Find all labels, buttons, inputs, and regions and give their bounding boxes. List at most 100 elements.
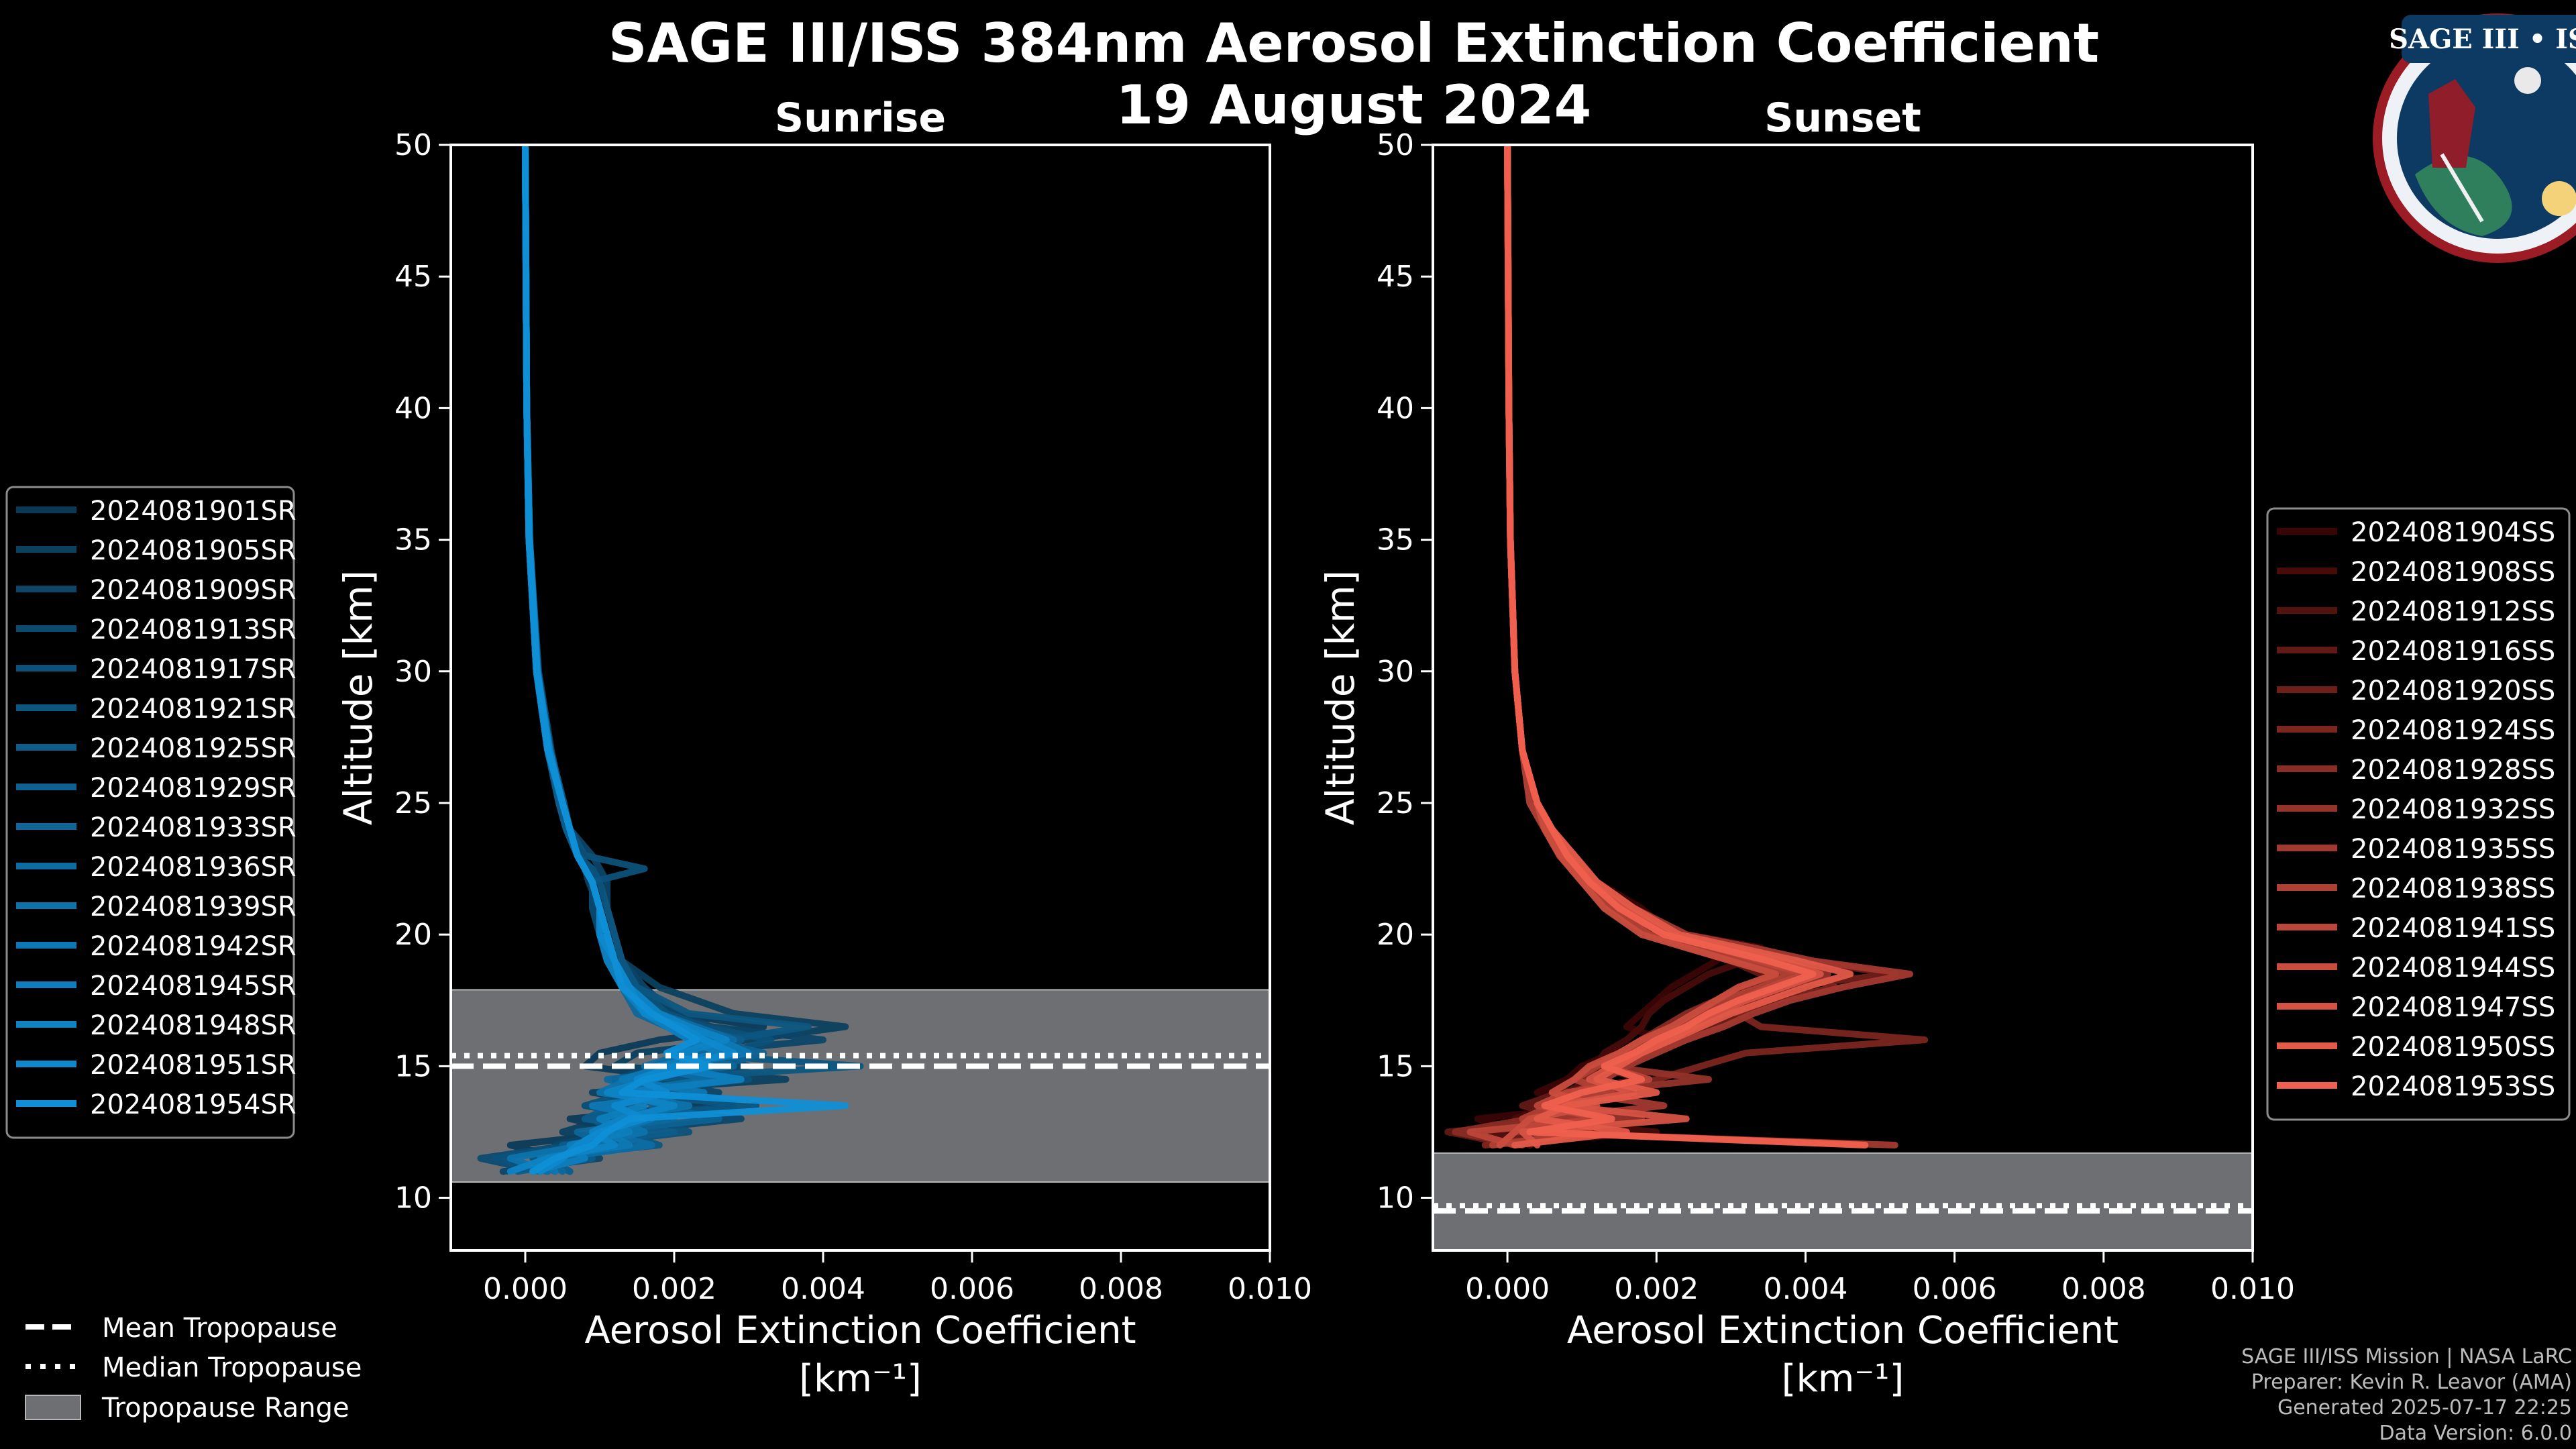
sunrise-legend-entry: 2024081901SR [90, 496, 297, 527]
sunset-x-axis-unit: [km⁻¹] [1782, 1357, 1904, 1401]
sunset-legend-entry: 2024081938SS [2351, 873, 2555, 904]
sunrise-legend-entry: 2024081929SR [90, 773, 297, 804]
sunset-legend-entry: 2024081924SS [2351, 715, 2555, 746]
sunrise-x-tick-label: 0.002 [632, 1272, 716, 1306]
sunset-x-tick-label: 0.004 [1763, 1272, 1847, 1306]
sunrise-axes-frame [449, 144, 1271, 1252]
figure-date: 19 August 2024 [1116, 74, 1592, 136]
astronomer-figure-icon [2428, 79, 2475, 168]
earth-icon [2415, 156, 2512, 236]
mission-logo: SAGE III • ISS [2373, 13, 2576, 263]
sunset-y-tick-label: 35 [1377, 523, 1414, 557]
sunset-legend-entry: 2024081941SS [2351, 913, 2555, 944]
sunset-series-line [1481, 145, 1929, 1148]
sunset-y-tick-label: 25 [1377, 786, 1414, 820]
sunrise-legend-entry: 2024081942SR [90, 931, 297, 962]
telescope-beam-icon [2440, 153, 2484, 223]
sun-icon [2542, 181, 2576, 216]
sunrise-legend-entry: 2024081954SR [90, 1089, 297, 1120]
figure-title: SAGE III/ISS 384nm Aerosol Extinction Co… [608, 12, 2100, 74]
sunrise-series-line [522, 145, 849, 1175]
sunrise-y-tick-label: 50 [394, 128, 432, 162]
sunset-panel-title: Sunset [1764, 95, 1921, 142]
sunset-legend-entry: 2024081935SS [2351, 834, 2555, 865]
credits: SAGE III/ISS Mission | NASA LaRC Prepare… [2241, 1344, 2572, 1446]
sunset-legend-entry: 2024081908SS [2351, 557, 2555, 588]
sunset-y-axis-label: Altitude [km] [1318, 570, 1363, 825]
tropopause-legend-median-label: Median Tropopause [102, 1352, 362, 1383]
sunset-legend-entry: 2024081904SS [2351, 517, 2555, 548]
sunset-legend-entry: 2024081932SS [2351, 794, 2555, 825]
sunrise-legend [5, 486, 295, 1139]
sunrise-x-tick-label: 0.010 [1228, 1272, 1312, 1306]
sunrise-legend-entry: 2024081909SR [90, 575, 297, 606]
sunset-legend-entry: 2024081920SS [2351, 676, 2555, 706]
sunrise-legend-entry: 2024081917SR [90, 654, 297, 685]
sunrise-legend-entry: 2024081948SR [90, 1010, 297, 1041]
sunrise-y-tick-label: 35 [394, 523, 432, 557]
sunset-profiles [1444, 145, 1929, 1148]
sunset-legend [2266, 507, 2571, 1121]
sunset-y-tick-label: 30 [1377, 655, 1414, 689]
sunrise-y-tick-label: 15 [394, 1049, 432, 1083]
sunset-y-tick-label: 15 [1377, 1049, 1414, 1083]
sunrise-legend-entry: 2024081925SR [90, 733, 297, 764]
sunrise-profiles [477, 145, 864, 1175]
sunrise-y-tick-label: 30 [394, 655, 432, 689]
sunset-x-tick-label: 0.010 [2210, 1272, 2295, 1306]
credits-generated: Generated 2025-07-17 22:25 [2277, 1396, 2572, 1419]
sunset-series-line [1504, 145, 1869, 1148]
sunset-y-tick-label: 50 [1377, 128, 1414, 162]
sunset-tropopause-range [1433, 1152, 2253, 1250]
sunset-x-tick-label: 0.006 [1913, 1272, 1997, 1306]
sunset-legend-entry: 2024081953SS [2351, 1071, 2555, 1102]
sunrise-legend-entry: 2024081905SR [90, 535, 297, 566]
sunrise-panel-title: Sunrise [775, 95, 946, 142]
sunrise-y-axis-label: Altitude [km] [335, 570, 381, 825]
tropopause-legend-mean-label: Mean Tropopause [102, 1313, 337, 1344]
sunset-series-line [1489, 145, 1898, 1148]
tropopause-legend [25, 1324, 81, 1420]
moon-icon [2514, 67, 2541, 94]
sunrise-legend-entry: 2024081913SR [90, 614, 297, 645]
sunset-y-tick-label: 45 [1377, 260, 1414, 294]
sunset-y-tick-label: 20 [1377, 918, 1414, 952]
sunrise-legend-entry: 2024081939SR [90, 892, 297, 922]
credits-preparer: Preparer: Kevin R. Leavor (AMA) [2251, 1371, 2572, 1394]
sunset-x-axis-label: Aerosol Extinction Coefficient [1567, 1309, 2118, 1352]
credits-version: Data Version: 6.0.0 [2379, 1421, 2572, 1445]
logo-text: SAGE III • ISS [2389, 23, 2576, 55]
sunrise-legend-entry: 2024081951SR [90, 1050, 297, 1081]
sunset-axes-frame [1432, 144, 2254, 1252]
sunrise-legend-entry: 2024081921SR [90, 694, 297, 724]
sunset-series-line [1504, 145, 1913, 1148]
sunset-y-tick-label: 40 [1377, 391, 1414, 425]
sunset-x-tick-label: 0.008 [2061, 1272, 2146, 1306]
sunrise-legend-entry: 2024081936SR [90, 852, 297, 883]
sunset-legend-entry: 2024081944SS [2351, 953, 2555, 983]
sunrise-y-tick-label: 40 [394, 391, 432, 425]
sunrise-y-tick-label: 20 [394, 918, 432, 952]
sunrise-x-tick-label: 0.000 [483, 1272, 568, 1306]
sunset-x-tick-label: 0.002 [1614, 1272, 1699, 1306]
sunrise-y-tick-label: 45 [394, 260, 432, 294]
sunrise-legend-entry: 2024081933SR [90, 812, 297, 843]
tropopause-legend-range-swatch [25, 1395, 81, 1420]
sunrise-x-tick-label: 0.008 [1079, 1272, 1163, 1306]
sunset-legend-entry: 2024081912SS [2351, 596, 2555, 627]
sunset-legend-entry: 2024081950SS [2351, 1032, 2555, 1063]
sunset-legend-entry: 2024081928SS [2351, 755, 2555, 786]
credits-mission: SAGE III/ISS Mission | NASA LaRC [2241, 1345, 2572, 1368]
sunrise-x-axis-unit: [km⁻¹] [799, 1357, 922, 1401]
sunset-x-tick-label: 0.000 [1465, 1272, 1550, 1306]
sunset-legend-entry: 2024081947SS [2351, 992, 2555, 1023]
tropopause-legend-range-label: Tropopause Range [101, 1393, 350, 1424]
sunrise-x-tick-label: 0.004 [781, 1272, 865, 1306]
sunrise-legend-entry: 2024081945SR [90, 971, 297, 1002]
sunrise-x-axis-label: Aerosol Extinction Coefficient [584, 1309, 1136, 1352]
sunrise-y-tick-label: 25 [394, 786, 432, 820]
sunrise-x-tick-label: 0.006 [930, 1272, 1014, 1306]
sunset-y-tick-label: 10 [1377, 1181, 1414, 1216]
